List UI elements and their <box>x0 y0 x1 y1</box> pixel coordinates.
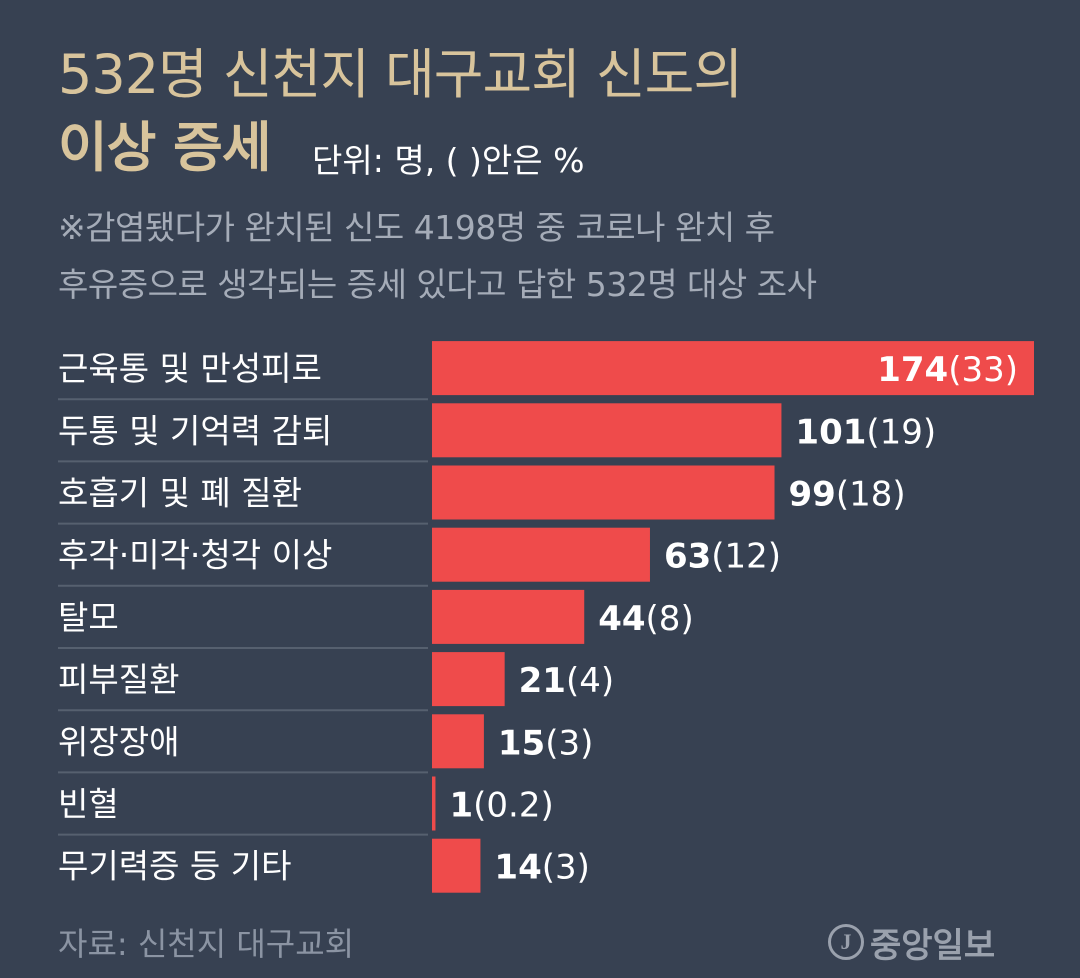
data-label-percent: (8) <box>646 599 694 639</box>
publisher-logo-mark: J <box>828 924 864 960</box>
bar <box>432 776 436 831</box>
chart-title-emphasis: 이상 증세 <box>58 116 272 179</box>
bar <box>432 465 775 520</box>
data-label-value: 14 <box>494 848 541 888</box>
chart-title: 532명 신천지 대구교회 신도의 <box>58 43 743 106</box>
category-label: 위장장애 <box>58 722 179 761</box>
data-label-percent: (18) <box>836 475 906 515</box>
data-label-value: 44 <box>598 599 645 639</box>
data-label: 44(8) <box>598 599 694 639</box>
survey-note-line-2: 후유증으로 생각되는 증세 있다고 답한 532명 대상 조사 <box>58 265 817 304</box>
data-label-value: 101 <box>795 412 866 452</box>
data-label-percent: (12) <box>711 537 781 577</box>
data-label-value: 21 <box>519 661 566 701</box>
bar <box>432 589 585 644</box>
data-label: 14(3) <box>494 848 590 888</box>
category-label: 호흡기 및 폐 질환 <box>58 474 302 513</box>
data-label-percent: (3) <box>542 848 590 888</box>
category-label: 빈혈 <box>58 785 119 824</box>
bar <box>432 714 484 769</box>
category-label: 두통 및 기억력 감퇴 <box>58 411 332 450</box>
category-label: 근육통 및 만성피로 <box>58 349 322 388</box>
bar <box>432 341 1034 396</box>
data-label: 21(4) <box>519 661 615 701</box>
data-label-percent: (19) <box>866 412 936 452</box>
data-label-value: 174 <box>877 350 948 390</box>
data-label-value: 99 <box>789 475 836 515</box>
bar <box>432 403 782 458</box>
data-label-value: 63 <box>664 537 711 577</box>
category-label: 무기력증 등 기타 <box>58 847 292 886</box>
data-label: 1(0.2) <box>449 786 553 826</box>
survey-note-line-1: ※감염됐다가 완치된 신도 4198명 중 코로나 완치 후 <box>58 208 775 247</box>
bar <box>432 838 481 893</box>
data-label-value: 15 <box>498 723 545 763</box>
data-label-percent: (0.2) <box>473 786 554 826</box>
data-label: 99(18) <box>789 475 906 515</box>
category-label: 후각·미각·청각 이상 <box>58 536 332 575</box>
bar <box>432 527 650 582</box>
data-label: 101(19) <box>795 412 936 452</box>
publisher-logo: J 중앙일보 <box>828 918 995 966</box>
data-label-percent: (33) <box>948 350 1018 390</box>
data-label: 174(33) <box>877 350 1018 390</box>
source-note: 자료: 신천지 대구교회 <box>58 925 355 963</box>
publisher-logo-text: 중앙일보 <box>870 925 996 966</box>
category-label: 피부질환 <box>58 660 179 699</box>
bar <box>432 652 505 707</box>
data-label: 63(12) <box>664 537 781 577</box>
category-label: 탈모 <box>58 598 119 637</box>
data-label-percent: (3) <box>545 723 593 763</box>
unit-label: 단위: 명, ( )안은 % <box>312 141 585 180</box>
data-label: 15(3) <box>498 723 594 763</box>
data-label-value: 1 <box>449 786 473 826</box>
data-label-percent: (4) <box>566 661 614 701</box>
